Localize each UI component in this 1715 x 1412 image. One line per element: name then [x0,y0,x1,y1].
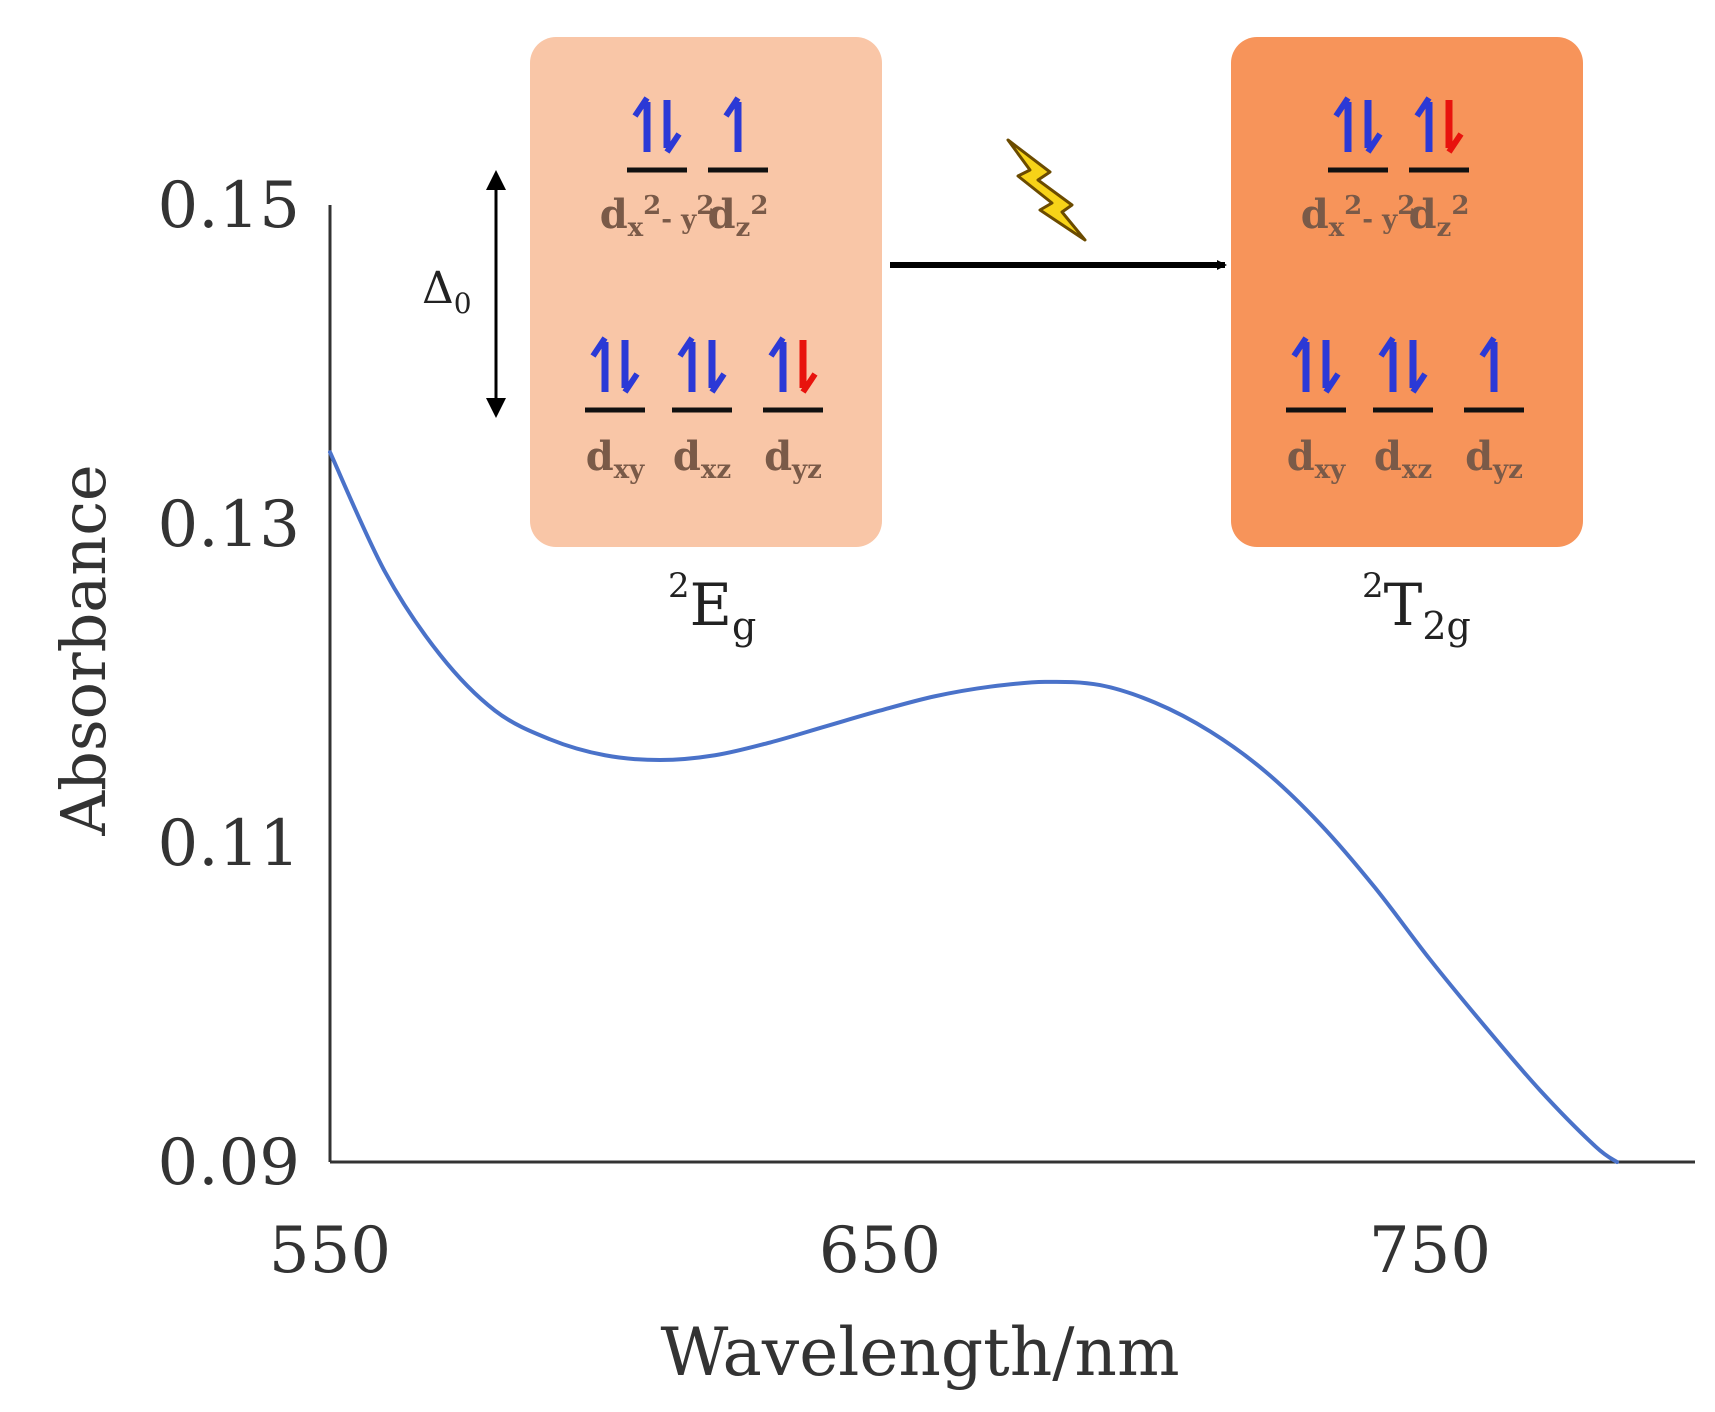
x-tick-label: 650 [819,1214,941,1288]
delta-arrow-down-head [486,398,506,418]
ground-term-sub: g [732,604,756,648]
y-axis-label: Absorbance [47,464,120,836]
excited-term-sup: 2 [1362,566,1384,606]
ground-dxz-label: dxz [673,433,731,485]
excited-dxy-spin-down-barb [1323,372,1341,394]
lightning-icon [1006,138,1087,242]
ground-dxy-spin-up-barb [590,336,608,358]
excited-term-symbol: 2T2g [1362,566,1471,648]
ground-dxy-spin-down-barb [622,372,640,394]
excited-dz2-label: dz2 [1409,191,1470,243]
excited-dyz-spin-up-barb [1479,336,1497,358]
ground-dxz-spin-down-barb [709,372,727,394]
excited-dxz-label: dxz [1374,433,1432,485]
excited-dx2-y2-label: dx2- y2 [1301,191,1416,243]
series-layer [328,450,1619,1164]
ground-dx2-y2-spin-up-barb [632,96,650,118]
ground-dyz-label: dyz [764,433,822,485]
x-axis-label: Wavelength/nm [660,1314,1179,1391]
excited-term-main: T [1384,571,1423,639]
excited-term-sub: 2g [1422,604,1471,648]
ground-dx2-y2-label: dx2- y2 [600,191,715,243]
ground-dz2-label: dz2 [708,191,769,243]
excited-dz2-spin-up-barb [1414,96,1432,118]
ground-term-main: E [690,571,732,639]
ground-dyz-spin-up-barb [768,336,786,358]
delta-label: Δ0 [422,263,472,320]
ground-state-box [530,37,882,547]
x-tick-labels: 550 650 750 [269,1214,1491,1288]
excited-dz2-spin-down-barb [1446,132,1464,154]
excited-dx2-y2-spin-down-barb [1365,132,1383,154]
excited-dxz-spin-down-barb [1410,372,1428,394]
excited-dyz-label: dyz [1465,433,1523,485]
y-tick-label: 0.09 [158,1126,301,1200]
x-tick-label: 550 [269,1214,391,1288]
y-tick-label: 0.13 [158,488,301,562]
ground-dxz-spin-up-barb [677,336,695,358]
delta-splitting: Δ0 [422,170,506,418]
ground-dz2-spin-up-barb [723,96,741,118]
ground-term-symbol: 2Eg [668,566,756,648]
x-tick-label: 750 [1369,1214,1491,1288]
y-tick-label: 0.15 [158,169,301,243]
ground-dxy-label: dxy [586,433,645,485]
y-tick-label: 0.11 [158,807,301,881]
delta-arrow-up-head [486,170,506,190]
y-tick-labels: 0.09 0.11 0.13 0.15 [158,169,301,1200]
excited-dx2-y2-spin-up-barb [1333,96,1351,118]
ground-term-sup: 2 [668,566,690,606]
excited-state-box [1231,37,1583,547]
chart-axes [328,205,1695,1164]
ground-dx2-y2-spin-down-barb [664,132,682,154]
excited-dxy-spin-up-barb [1291,336,1309,358]
ground-dyz-spin-down-barb [800,372,818,394]
excited-dxy-label: dxy [1287,433,1346,485]
excited-dxz-spin-up-barb [1378,336,1396,358]
series-line-0 [328,450,1619,1164]
delta-subscript: 0 [454,287,472,320]
